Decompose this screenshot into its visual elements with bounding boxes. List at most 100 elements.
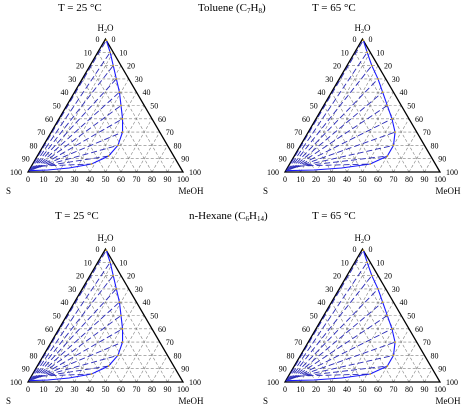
tick-left: 10	[84, 258, 92, 267]
grid-line	[300, 145, 317, 173]
tick-left: 90	[22, 365, 30, 374]
tick-left: 90	[22, 155, 30, 164]
tie-point	[90, 163, 93, 165]
tick-right: 20	[384, 272, 392, 281]
tick-left: 40	[61, 298, 69, 307]
grid-line	[81, 288, 137, 383]
tie-point	[392, 354, 395, 357]
row-title-toluene-d: 8	[258, 7, 262, 15]
grid-line	[424, 158, 433, 173]
grid-line	[300, 52, 371, 173]
tick-bottom: 100	[434, 385, 446, 394]
tick-right: 70	[166, 338, 174, 347]
tick-left: 40	[61, 88, 69, 97]
tie-point	[391, 117, 393, 120]
grid-line	[362, 315, 402, 383]
tick-left: 60	[302, 115, 310, 124]
tick-left: 80	[287, 141, 295, 150]
tick-left: 70	[294, 338, 302, 347]
grid-line	[338, 78, 394, 173]
tick-right: 80	[431, 351, 439, 360]
grid-line	[43, 145, 60, 173]
tie-line	[289, 288, 379, 381]
tie-line	[285, 40, 364, 172]
tick-right: 0	[112, 35, 116, 44]
binodal-curve	[28, 250, 124, 382]
tick-left: 70	[37, 128, 45, 137]
grid-line	[74, 288, 130, 383]
grid-line	[331, 78, 387, 173]
tick-right: 100	[446, 378, 458, 387]
vertex-label-water: H2O	[355, 233, 372, 245]
tick-left: 20	[333, 62, 341, 71]
vertex-label-solvent: S	[263, 186, 268, 196]
grid-line	[315, 328, 348, 383]
tick-right: 90	[438, 155, 446, 164]
tick-bottom: 80	[405, 175, 413, 184]
tie-line	[36, 118, 123, 169]
tick-left: 50	[53, 102, 61, 111]
row-title-hexane-a: n-Hexane (C	[189, 210, 246, 222]
tick-right: 90	[438, 365, 446, 374]
tick-bottom: 80	[148, 385, 156, 394]
tie-point	[115, 288, 118, 290]
row-title-toluene-a: Toluene (C	[198, 2, 247, 14]
vertex-label-methanol: MeOH	[436, 396, 461, 406]
tick-right: 90	[181, 365, 189, 374]
tick-right: 10	[376, 48, 384, 57]
tick-right: 40	[143, 88, 151, 97]
grid-line	[393, 341, 418, 383]
tick-right: 80	[431, 141, 439, 150]
row-title-hexane-c: H	[249, 210, 257, 222]
tick-right: 10	[119, 258, 127, 267]
tick-right: 30	[392, 285, 400, 294]
tie-line	[289, 78, 379, 171]
tick-bottom: 60	[374, 385, 382, 394]
tie-line	[37, 341, 123, 379]
row-title-toluene-e: )	[262, 2, 266, 14]
tick-left: 20	[76, 272, 84, 281]
tie-point	[121, 341, 124, 343]
tick-right: 60	[158, 115, 166, 124]
tie-line	[290, 91, 383, 170]
tick-right: 0	[369, 35, 373, 44]
tick-bottom: 70	[133, 385, 141, 394]
tick-bottom: 90	[164, 175, 172, 184]
tick-right: 60	[415, 115, 423, 124]
tick-right: 0	[369, 245, 373, 254]
grid-line	[300, 262, 371, 383]
tick-right: 100	[189, 378, 201, 387]
tick-left: 20	[76, 62, 84, 71]
grid-line	[323, 105, 363, 173]
tick-left: 10	[341, 48, 349, 57]
tie-point	[121, 117, 124, 120]
tick-bottom: 10	[297, 175, 305, 184]
grid-line	[315, 118, 348, 173]
tick-right: 50	[407, 102, 415, 111]
panel-title-tl: T = 25 °C	[58, 2, 102, 14]
tie-point	[121, 131, 124, 134]
grid-line	[97, 262, 168, 383]
tie-point	[369, 163, 372, 165]
grid-line	[331, 288, 387, 383]
tick-left: 60	[302, 325, 310, 334]
tick-bottom: 70	[390, 385, 398, 394]
tick-left: 80	[287, 351, 295, 360]
grid-line	[81, 78, 137, 173]
tie-line	[28, 40, 107, 172]
tick-right: 60	[415, 325, 423, 334]
tick-bottom: 0	[26, 385, 30, 394]
row-title-hexane-d: 14	[257, 215, 265, 223]
tick-left: 30	[68, 75, 76, 84]
vertex-label-water: H2O	[98, 23, 115, 35]
tie-point	[386, 365, 389, 367]
tick-bottom: 70	[390, 175, 398, 184]
tick-right: 20	[384, 62, 392, 71]
grid-line	[354, 52, 425, 173]
tick-right: 10	[376, 258, 384, 267]
panel-title-bl: T = 25 °C	[55, 210, 99, 222]
row-title-hexane-b: 6	[246, 215, 250, 223]
tie-point	[90, 373, 93, 375]
grid-line	[151, 145, 168, 173]
